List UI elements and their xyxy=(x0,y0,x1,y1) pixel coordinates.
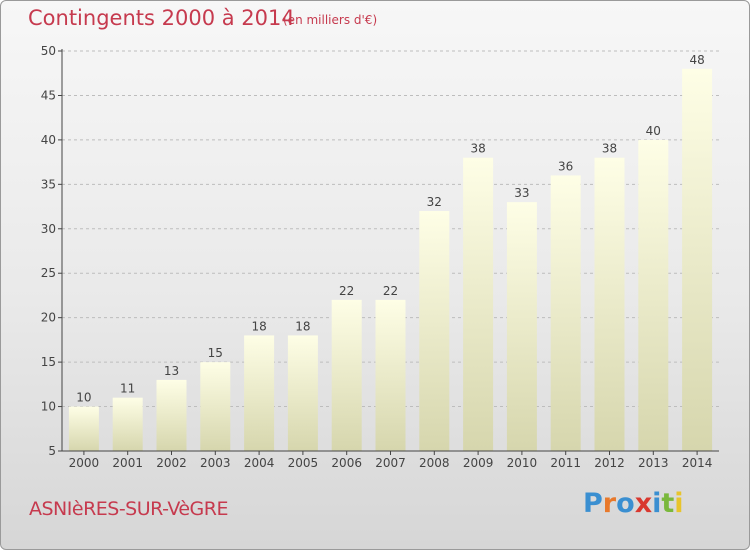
bar xyxy=(638,139,669,451)
commune-name: ASNIèRES-SUR-VèGRE xyxy=(29,498,228,520)
bar-value-label: 48 xyxy=(689,53,704,67)
y-tick-label: 20 xyxy=(41,311,56,325)
bar-value-label: 38 xyxy=(470,142,485,156)
bar xyxy=(506,202,537,451)
bar xyxy=(112,397,143,451)
bar-value-label: 11 xyxy=(120,382,135,396)
x-tick-label: 2001 xyxy=(112,456,143,470)
bar-value-label: 15 xyxy=(208,346,223,360)
chart-title: Contingents 2000 à 2014 xyxy=(28,6,295,30)
x-tick-label: 2005 xyxy=(288,456,319,470)
bar-value-label: 18 xyxy=(295,319,310,333)
x-tick-label: 2014 xyxy=(682,456,713,470)
bar xyxy=(682,68,713,452)
logo-letter: r xyxy=(602,488,617,519)
bar xyxy=(463,157,494,451)
y-tick-label: 25 xyxy=(41,266,56,280)
x-tick-label: 2002 xyxy=(156,456,187,470)
bar-value-label: 22 xyxy=(383,284,398,298)
axes xyxy=(58,49,719,455)
y-tick-label: 15 xyxy=(41,355,56,369)
x-tick-label: 2011 xyxy=(550,456,581,470)
bar-value-label: 32 xyxy=(427,195,442,209)
bar-value-label: 10 xyxy=(76,391,91,405)
bar-value-label: 33 xyxy=(514,186,529,200)
y-tick-label: 45 xyxy=(41,88,56,102)
proxiti-logo: Proxiti xyxy=(583,488,684,519)
x-tick-label: 2007 xyxy=(375,456,406,470)
logo-letter: x xyxy=(634,488,653,519)
bar xyxy=(419,211,450,451)
x-tick-label: 2012 xyxy=(594,456,625,470)
bar-value-label: 38 xyxy=(602,142,617,156)
bar-value-label: 36 xyxy=(558,159,573,173)
bar xyxy=(156,379,187,451)
bar xyxy=(68,406,99,451)
logo-letter: o xyxy=(616,488,635,519)
bar xyxy=(594,157,625,451)
labels: 5 10 15 20 25 30 35 40 45 50 10 2000 11 2001 13 2002 15 2… xyxy=(41,44,713,470)
bar xyxy=(200,362,231,451)
logo-letter: t xyxy=(661,488,675,519)
y-tick-label: 50 xyxy=(41,44,56,58)
bar xyxy=(375,299,406,451)
bar xyxy=(287,335,318,451)
bars xyxy=(68,68,713,452)
logo-letter: i xyxy=(674,488,684,519)
bar-value-label: 22 xyxy=(339,284,354,298)
x-tick-label: 2004 xyxy=(244,456,275,470)
x-tick-label: 2006 xyxy=(331,456,362,470)
logo-letter: P xyxy=(583,488,603,519)
bar-value-label: 13 xyxy=(164,364,179,378)
y-tick-label: 30 xyxy=(41,222,56,236)
bar xyxy=(331,299,362,451)
y-tick-label: 35 xyxy=(41,177,56,191)
logo-letter: i xyxy=(652,488,662,519)
bar-value-label: 18 xyxy=(251,319,266,333)
y-tick-label: 10 xyxy=(41,400,56,414)
bar xyxy=(550,175,581,451)
x-tick-label: 2008 xyxy=(419,456,450,470)
x-tick-label: 2013 xyxy=(638,456,669,470)
bar-value-label: 40 xyxy=(646,124,661,138)
x-tick-label: 2009 xyxy=(463,456,494,470)
y-tick-label: 5 xyxy=(48,444,56,458)
x-tick-label: 2003 xyxy=(200,456,231,470)
bar xyxy=(244,335,275,451)
x-tick-label: 2010 xyxy=(507,456,538,470)
x-tick-label: 2000 xyxy=(69,456,100,470)
chart-subtitle: (en milliers d'€) xyxy=(283,13,378,27)
y-tick-label: 40 xyxy=(41,133,56,147)
